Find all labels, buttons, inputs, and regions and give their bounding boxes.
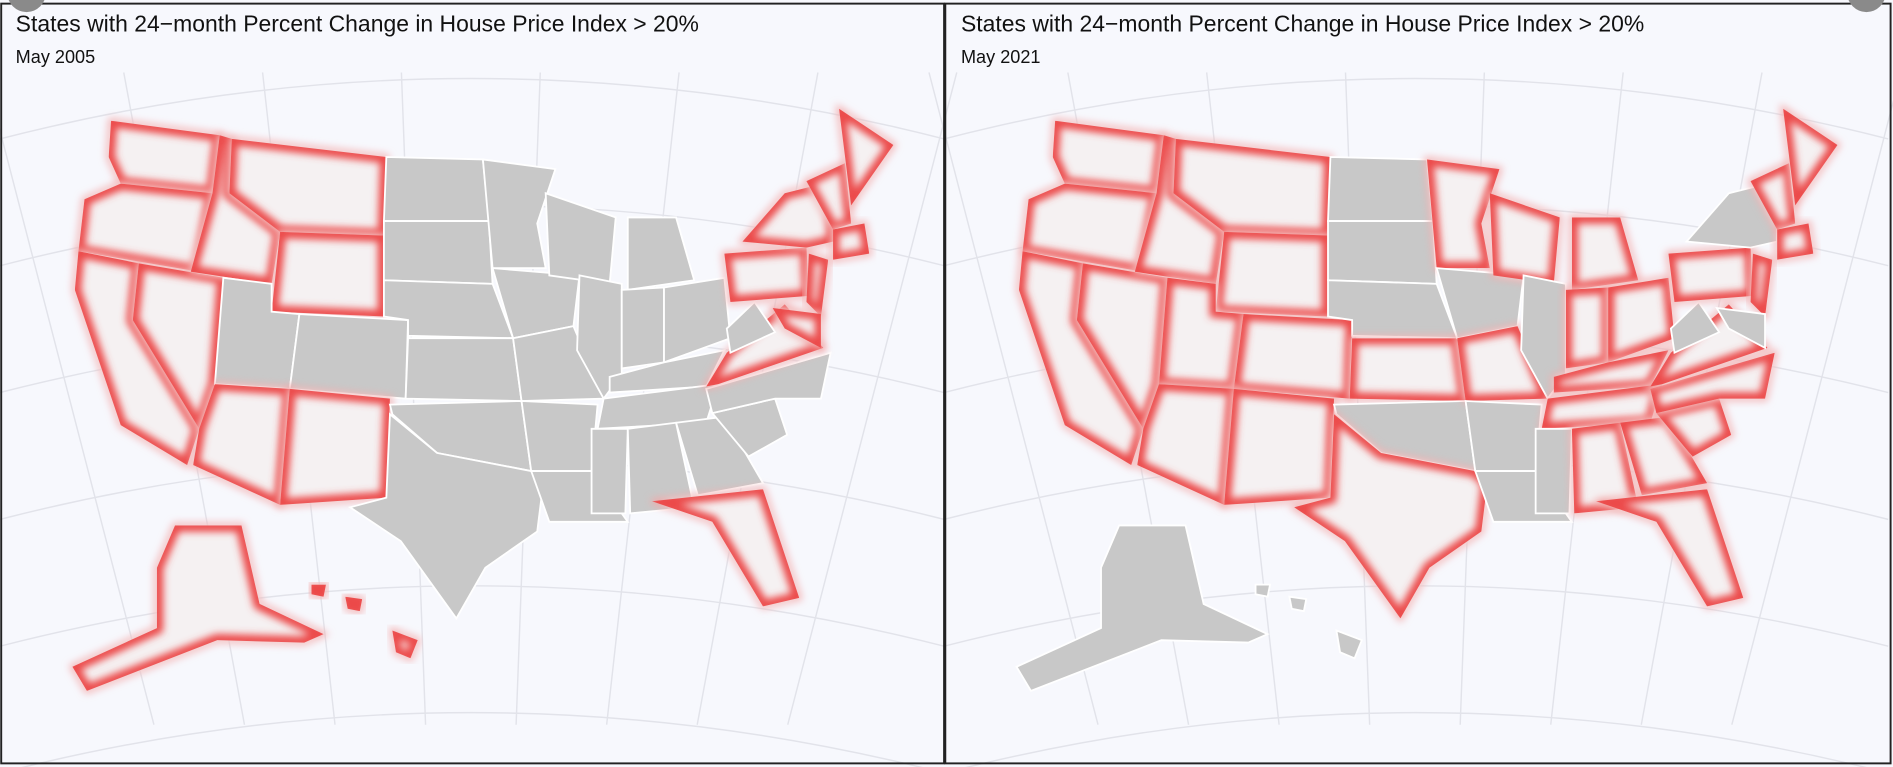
state-fill xyxy=(1213,229,1331,319)
state-glow xyxy=(271,231,384,317)
state-fill xyxy=(1347,335,1469,404)
state-highlighted xyxy=(651,486,803,610)
state-highlighted xyxy=(1563,284,1611,372)
state xyxy=(1327,156,1435,222)
state-glow xyxy=(772,308,821,348)
state-highlighted xyxy=(389,626,421,662)
state-highlighted xyxy=(1780,103,1841,212)
state-highlighted xyxy=(1134,381,1237,509)
state-highlighted xyxy=(830,220,872,263)
state-glow xyxy=(72,525,324,691)
state-glow xyxy=(345,596,363,612)
state xyxy=(347,412,545,621)
nav-button[interactable] xyxy=(7,0,46,13)
graticule xyxy=(943,77,1889,140)
state xyxy=(705,351,832,415)
state xyxy=(383,279,515,340)
panel-title: States with 24−month Percent Change in H… xyxy=(16,10,699,36)
panel xyxy=(0,72,958,767)
state xyxy=(1327,220,1438,285)
state-highlighted xyxy=(309,582,329,600)
state xyxy=(674,415,765,497)
panel-border xyxy=(944,2,1892,765)
state-glow xyxy=(1750,163,1796,230)
graticule xyxy=(0,77,945,140)
state-highlighted xyxy=(1747,159,1798,233)
state-highlighted xyxy=(1424,156,1503,271)
state-glow xyxy=(1783,108,1838,206)
state xyxy=(590,427,629,515)
state xyxy=(725,300,777,355)
state-highlighted xyxy=(768,305,824,352)
state-highlighted xyxy=(1213,229,1331,319)
nav-button[interactable] xyxy=(1847,0,1886,13)
state-glow xyxy=(1349,338,1466,402)
panel-subtitle: May 2021 xyxy=(961,47,1041,67)
state xyxy=(1534,427,1573,515)
state-glow xyxy=(1565,287,1609,369)
state xyxy=(288,313,409,400)
state-glow xyxy=(1489,193,1560,284)
state-glow xyxy=(833,223,870,260)
state-glow xyxy=(742,181,834,248)
state-highlighted xyxy=(1221,386,1337,508)
state xyxy=(520,400,599,472)
state-fill xyxy=(268,229,387,319)
state-glow xyxy=(1137,384,1234,505)
state-highlighted xyxy=(721,245,812,305)
state-highlighted xyxy=(1665,245,1756,305)
state xyxy=(383,220,494,285)
graticule xyxy=(1731,99,1893,725)
state xyxy=(1335,629,1363,660)
state-highlighted xyxy=(190,381,293,509)
state-highlighted xyxy=(1647,349,1778,416)
state xyxy=(1669,300,1721,355)
state-glow xyxy=(1777,223,1814,260)
state-highlighted xyxy=(1288,409,1490,623)
graticule xyxy=(0,127,155,725)
state xyxy=(481,158,557,270)
state-highlighted xyxy=(836,103,897,212)
state-highlighted xyxy=(268,229,387,319)
state-highlighted xyxy=(68,523,330,694)
state-highlighted xyxy=(1347,335,1469,404)
state-highlighted xyxy=(277,386,393,508)
state-highlighted xyxy=(342,593,366,615)
state xyxy=(1254,583,1272,598)
state-highlighted xyxy=(1595,486,1747,610)
state xyxy=(1464,400,1543,472)
state-glow xyxy=(1294,414,1488,619)
state xyxy=(1015,524,1270,693)
state-glow xyxy=(839,108,894,206)
state-highlighted xyxy=(803,159,854,233)
state xyxy=(404,337,523,402)
graticule xyxy=(787,72,958,725)
panel-subtitle: May 2005 xyxy=(16,47,96,67)
graticule xyxy=(928,72,1099,725)
state-fill xyxy=(1563,284,1611,372)
state-glow xyxy=(1158,277,1244,389)
state xyxy=(382,156,490,222)
state-fill xyxy=(277,386,393,508)
state-glow xyxy=(1233,314,1353,399)
state-highlighted xyxy=(1774,220,1817,263)
state xyxy=(626,216,696,291)
state xyxy=(1288,595,1308,613)
state xyxy=(1715,306,1766,350)
graticule xyxy=(21,711,923,767)
state-highlighted xyxy=(1617,414,1711,498)
panel-title: States with 24−month Percent Change in H… xyxy=(961,10,1644,36)
state xyxy=(620,286,665,370)
panel-border xyxy=(0,2,946,765)
panel xyxy=(928,72,1893,767)
graticule xyxy=(965,711,1867,767)
state-fill xyxy=(1221,386,1337,508)
state-highlighted xyxy=(1231,311,1355,402)
